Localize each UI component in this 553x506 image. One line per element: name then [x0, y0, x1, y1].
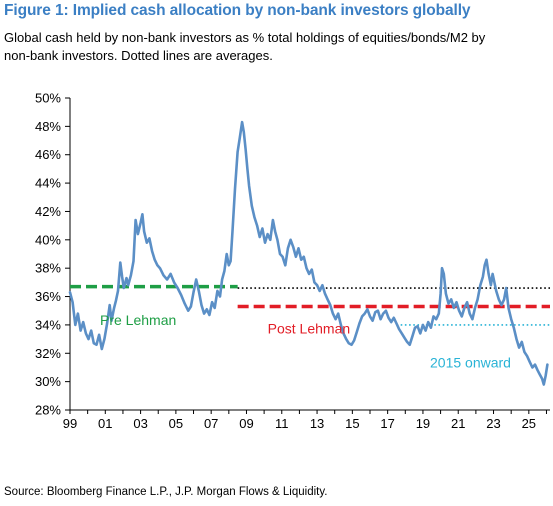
y-tick-label: 46% — [35, 147, 61, 162]
y-tick-label: 32% — [35, 346, 61, 361]
y-tick-label: 28% — [35, 403, 61, 418]
y-tick-label: 42% — [35, 204, 61, 219]
source-note: Source: Bloomberg Finance L.P., J.P. Mor… — [4, 486, 328, 498]
figure-subtitle: Global cash held by non-bank investors a… — [4, 29, 553, 65]
subtitle-line-1: Global cash held by non-bank investors a… — [4, 30, 486, 45]
y-tick-label: 38% — [35, 261, 61, 276]
x-tick-label: 17 — [380, 416, 394, 431]
y-tick-label: 40% — [35, 232, 61, 247]
y-tick-label: 48% — [35, 119, 61, 134]
x-tick-label: 15 — [345, 416, 359, 431]
annotation-2015-onward: 2015 onward — [430, 354, 511, 370]
annotation-post-lehman: Post Lehman — [268, 320, 351, 336]
x-tick-label: 03 — [133, 416, 147, 431]
series-line-cash-allocation — [68, 120, 549, 386]
x-tick-label: 09 — [239, 416, 253, 431]
annotation-pre-lehman: Pre Lehman — [100, 312, 176, 328]
x-tick-label: 13 — [310, 416, 324, 431]
y-tick-label: 30% — [35, 374, 61, 389]
x-tick-label: 05 — [169, 416, 183, 431]
x-tick-label: 99 — [63, 416, 77, 431]
y-tick-label: 36% — [35, 289, 61, 304]
x-tick-label: 07 — [204, 416, 218, 431]
y-tick-label: 44% — [35, 176, 61, 191]
x-tick-label: 25 — [522, 416, 536, 431]
y-tick-label: 50% — [35, 91, 61, 106]
x-tick-label: 23 — [486, 416, 500, 431]
figure-title: Figure 1: Implied cash allocation by non… — [4, 2, 471, 19]
x-tick-label: 21 — [451, 416, 465, 431]
y-tick-label: 34% — [35, 317, 61, 332]
x-tick-label: 11 — [275, 416, 289, 431]
subtitle-line-2: non-bank investors. Dotted lines are ave… — [4, 48, 273, 63]
x-tick-label: 01 — [98, 416, 112, 431]
x-tick-label: 19 — [416, 416, 430, 431]
